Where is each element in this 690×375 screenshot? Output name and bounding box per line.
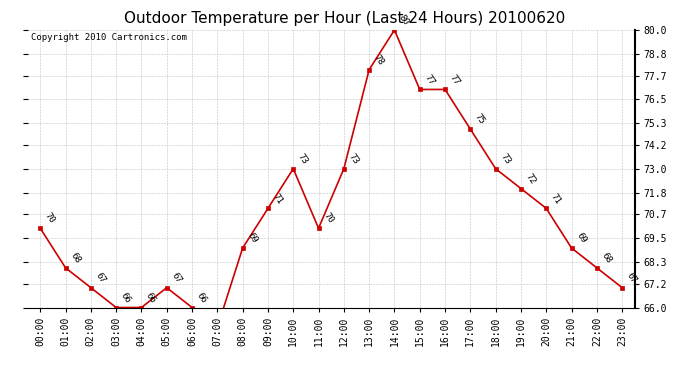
Text: 78: 78 — [372, 53, 386, 67]
Text: Copyright 2010 Cartronics.com: Copyright 2010 Cartronics.com — [30, 33, 186, 42]
Text: Outdoor Temperature per Hour (Last 24 Hours) 20100620: Outdoor Temperature per Hour (Last 24 Ho… — [124, 11, 566, 26]
Text: 67: 67 — [170, 271, 183, 285]
Text: 77: 77 — [422, 73, 436, 87]
Text: 70: 70 — [43, 211, 57, 225]
Text: 68: 68 — [68, 251, 82, 265]
Text: 66: 66 — [119, 291, 132, 305]
Text: 71: 71 — [549, 192, 562, 206]
Text: 71: 71 — [270, 192, 284, 206]
Text: 68: 68 — [600, 251, 613, 265]
Text: 77: 77 — [448, 73, 462, 87]
Text: 69: 69 — [574, 231, 588, 245]
Text: 73: 73 — [296, 152, 310, 166]
Text: 66: 66 — [195, 291, 208, 305]
Text: 66: 66 — [144, 291, 158, 305]
Text: 65: 65 — [0, 374, 1, 375]
Text: 69: 69 — [246, 231, 259, 245]
Text: 75: 75 — [473, 112, 486, 126]
Text: 80: 80 — [397, 13, 411, 27]
Text: 73: 73 — [346, 152, 360, 166]
Text: 67: 67 — [625, 271, 638, 285]
Text: 70: 70 — [322, 211, 335, 225]
Text: 73: 73 — [498, 152, 512, 166]
Text: 67: 67 — [94, 271, 107, 285]
Text: 72: 72 — [524, 172, 538, 186]
